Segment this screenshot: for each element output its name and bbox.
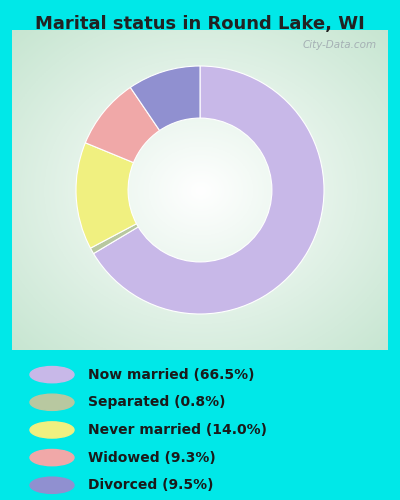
Wedge shape [76, 143, 136, 248]
Circle shape [30, 450, 74, 466]
Wedge shape [130, 66, 200, 130]
Text: Now married (66.5%): Now married (66.5%) [88, 368, 254, 382]
Text: Separated (0.8%): Separated (0.8%) [88, 396, 226, 409]
Text: Marital status in Round Lake, WI: Marital status in Round Lake, WI [35, 15, 365, 33]
Circle shape [30, 366, 74, 382]
Text: Divorced (9.5%): Divorced (9.5%) [88, 478, 214, 492]
Circle shape [30, 422, 74, 438]
Wedge shape [90, 224, 138, 254]
Circle shape [30, 477, 74, 494]
Circle shape [30, 394, 74, 410]
Text: Never married (14.0%): Never married (14.0%) [88, 423, 267, 437]
Wedge shape [85, 88, 160, 162]
Text: City-Data.com: City-Data.com [302, 40, 377, 50]
Wedge shape [94, 66, 324, 314]
Text: Widowed (9.3%): Widowed (9.3%) [88, 450, 216, 464]
